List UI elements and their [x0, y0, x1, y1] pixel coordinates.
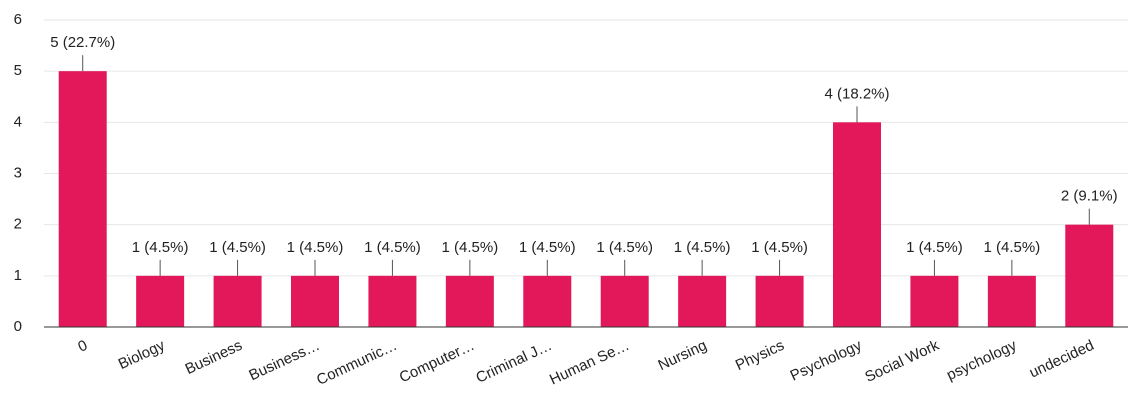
x-tick-label: Business…	[246, 337, 322, 384]
x-tick-label: Physics	[733, 337, 787, 374]
value-label: 1 (4.5%)	[906, 239, 963, 256]
value-label: 1 (4.5%)	[596, 239, 653, 256]
x-tick-label: Psychology	[788, 337, 865, 385]
bar	[523, 275, 572, 327]
bar	[291, 275, 339, 327]
bar	[1065, 224, 1114, 327]
bar	[755, 275, 804, 327]
x-tick-label: Communic…	[314, 337, 400, 389]
bar	[136, 275, 185, 327]
bar	[58, 71, 107, 328]
bar	[987, 275, 1036, 327]
value-label: 5 (22.7%)	[50, 34, 115, 51]
bar	[910, 275, 959, 327]
value-label: 1 (4.5%)	[364, 239, 421, 256]
value-label: 1 (4.5%)	[674, 239, 731, 256]
bar	[445, 275, 494, 327]
y-tick-label: 0	[14, 318, 22, 335]
x-tick-label: Social Work	[862, 337, 942, 386]
value-label: 1 (4.5%)	[984, 239, 1041, 256]
value-label: 2 (9.1%)	[1061, 188, 1118, 205]
bar	[368, 275, 417, 327]
x-tick-label: Computer…	[397, 337, 477, 387]
value-label: 1 (4.5%)	[132, 239, 189, 256]
y-tick-label: 3	[14, 164, 22, 181]
value-label: 1 (4.5%)	[519, 239, 576, 256]
x-tick-label: Business	[183, 337, 245, 378]
value-label: 4 (18.2%)	[824, 85, 889, 102]
bar	[678, 275, 727, 327]
bar	[833, 122, 881, 327]
x-tick-label: Human Se…	[547, 337, 632, 389]
x-tick-label: undecided	[1027, 337, 1097, 382]
value-label: 1 (4.5%)	[442, 239, 499, 256]
y-tick-label: 5	[14, 62, 22, 79]
x-tick-label: Biology	[116, 337, 168, 373]
bar	[213, 275, 262, 327]
y-tick-label: 2	[14, 216, 22, 233]
y-tick-label: 6	[14, 11, 22, 28]
x-tick-label: 0	[75, 337, 90, 356]
bar	[600, 275, 649, 327]
x-tick-label: psychology	[944, 337, 1020, 384]
value-label: 1 (4.5%)	[209, 239, 266, 256]
value-label: 1 (4.5%)	[751, 239, 808, 256]
y-tick-label: 4	[14, 113, 22, 130]
y-tick-label: 1	[14, 267, 22, 284]
value-label: 1 (4.5%)	[287, 239, 344, 256]
x-tick-label: Criminal J…	[473, 337, 554, 387]
x-tick-label: Nursing	[655, 337, 709, 374]
